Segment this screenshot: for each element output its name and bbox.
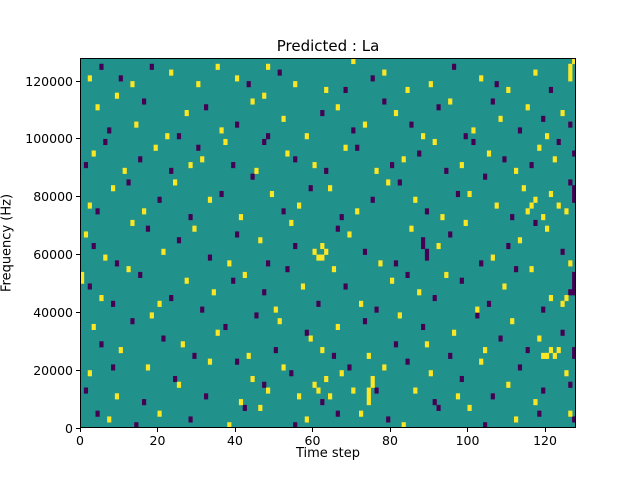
x-tick-mark xyxy=(79,428,81,432)
x-tick-mark xyxy=(312,428,313,432)
x-tick-label: 120 xyxy=(533,433,557,448)
x-tick-label: 80 xyxy=(382,433,398,448)
heatmap-canvas xyxy=(80,58,576,428)
y-tick-label: 120000 xyxy=(25,73,73,89)
heatmap-plot xyxy=(80,58,576,428)
x-tick-label: 40 xyxy=(227,433,243,448)
plot-title: Predicted : La xyxy=(276,37,380,55)
y-axis-label: Frequency (Hz) xyxy=(0,193,15,293)
x-tick-mark xyxy=(389,428,391,432)
x-tick-label: 20 xyxy=(149,433,166,448)
x-axis-label: Time step xyxy=(295,446,361,461)
y-tick-label: 0 xyxy=(65,420,73,436)
x-tick-mark xyxy=(544,428,546,432)
x-tick-mark xyxy=(157,428,158,432)
x-tick-label: 0 xyxy=(76,433,84,448)
y-tick-label: 20000 xyxy=(33,362,73,378)
x-tick-mark xyxy=(234,428,236,432)
y-tick-label: 40000 xyxy=(33,304,73,320)
x-tick-mark xyxy=(467,428,468,432)
y-tick-label: 100000 xyxy=(25,131,73,147)
x-tick-label: 100 xyxy=(455,433,480,448)
